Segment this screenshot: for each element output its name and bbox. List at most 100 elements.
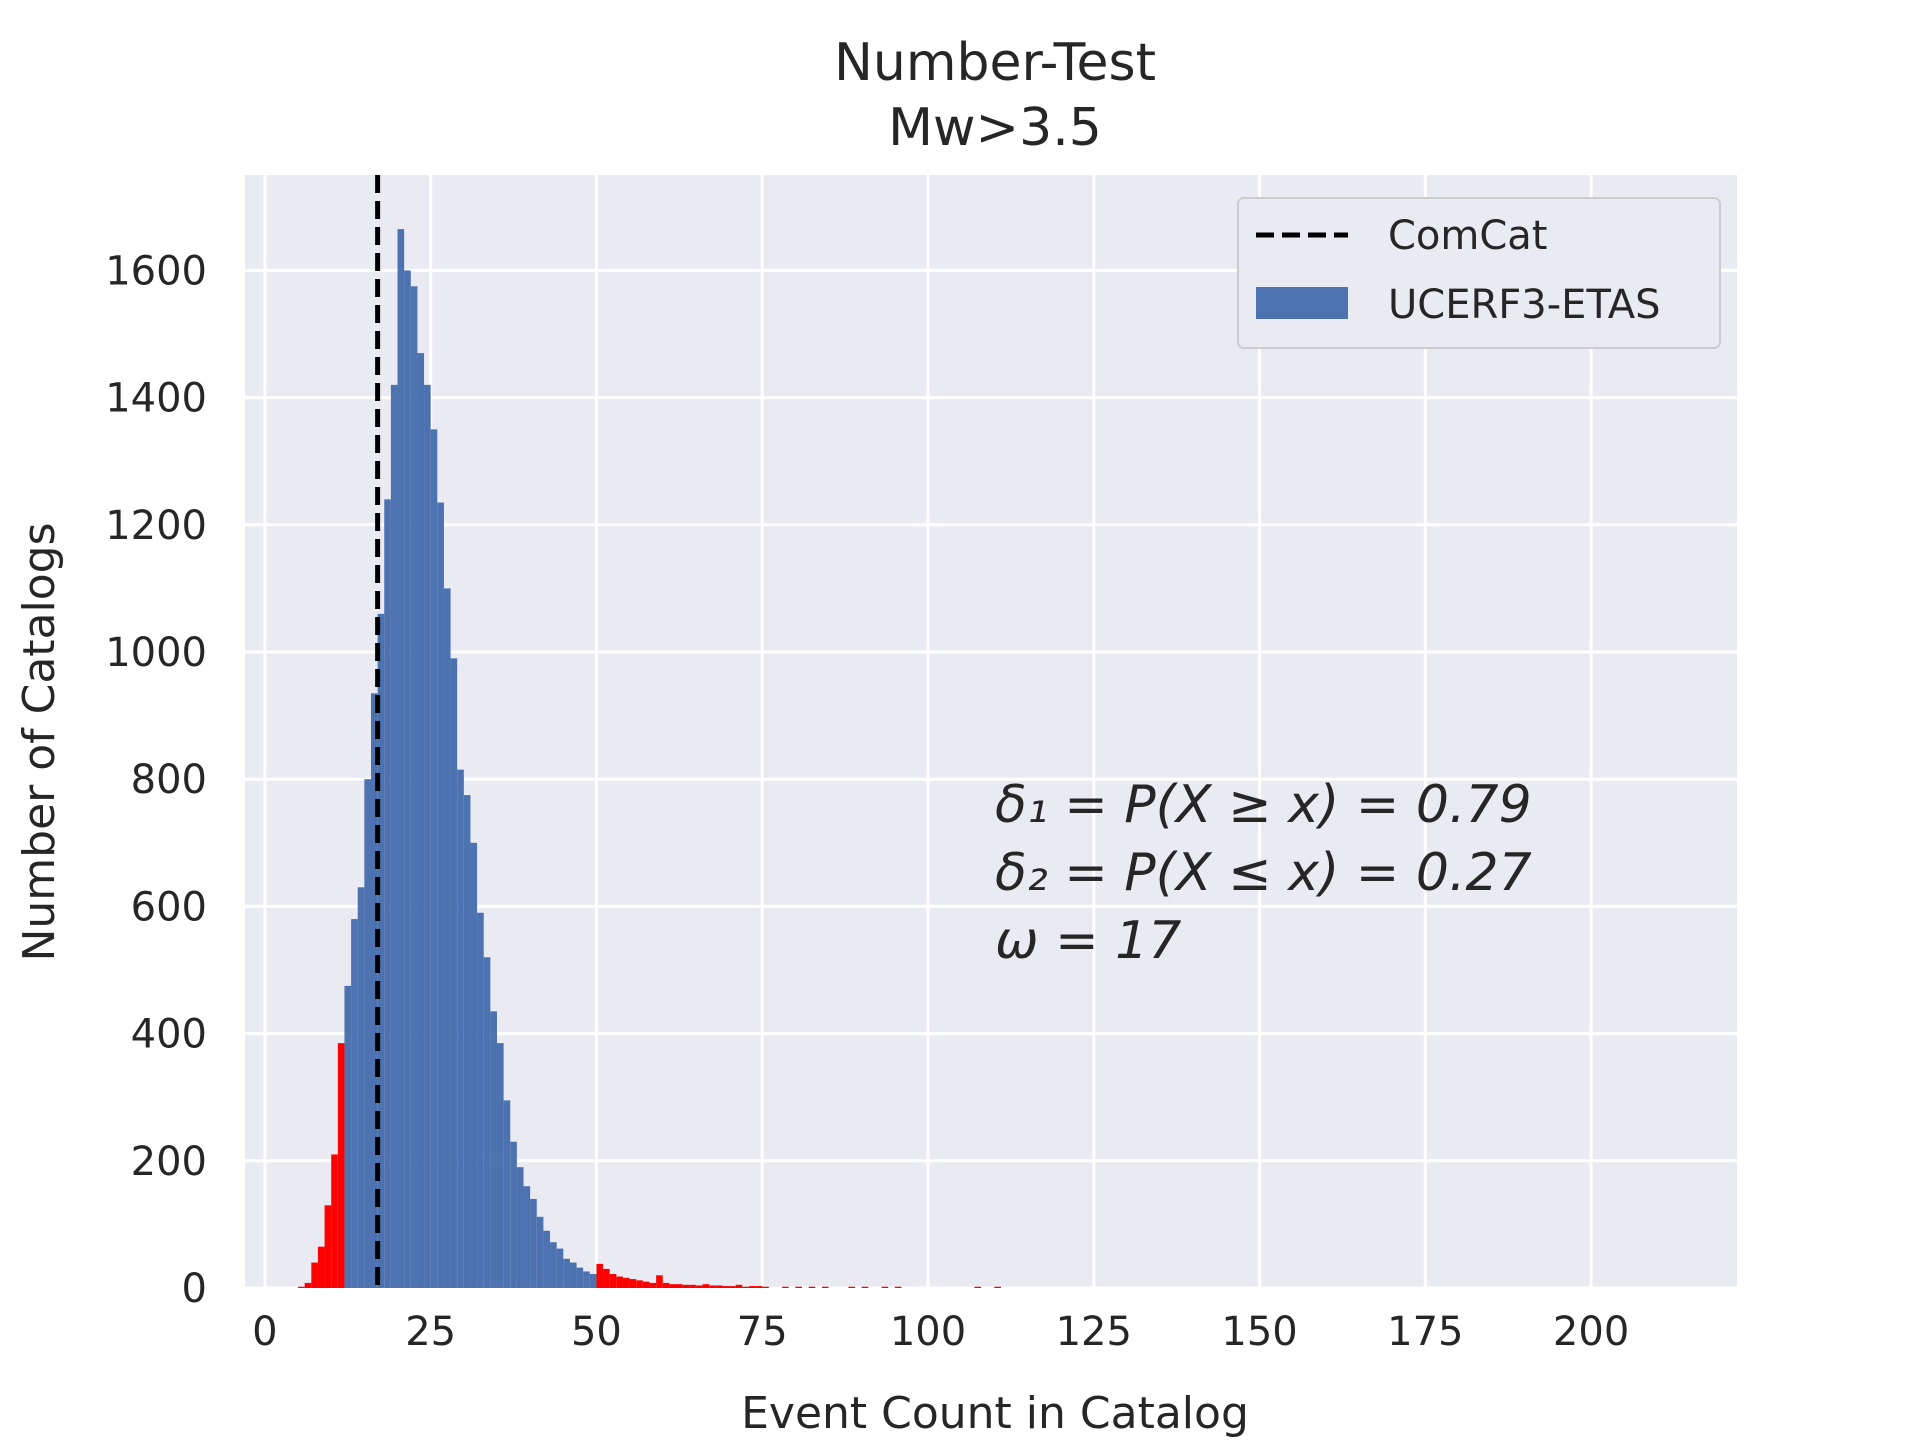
histogram-bar [357,887,365,1288]
histogram-bar [457,769,464,1288]
histogram-bar-tail [629,1279,637,1288]
chart-subtitle: Mw>3.5 [888,98,1102,158]
x-tick-label: 100 [890,1309,966,1355]
x-tick-label: 50 [571,1309,622,1355]
y-tick-label: 800 [131,757,207,803]
histogram-bar [351,919,358,1288]
histogram-bar-tail [782,1286,789,1288]
histogram-bar [344,985,352,1288]
histogram-bar-tail [689,1284,696,1288]
histogram-bar-tail [755,1286,763,1288]
histogram-bar-tail [649,1282,657,1288]
histogram-bar [563,1258,570,1288]
histogram-bar-tail [974,1286,982,1288]
histogram-bar-tail [881,1286,889,1288]
y-tick-label: 1600 [105,248,207,294]
histogram-bar [370,693,378,1288]
histogram-bars [298,229,1001,1289]
x-tick-label: 175 [1387,1309,1463,1355]
histogram-bar-tail [311,1262,318,1288]
y-tick-label: 1000 [105,630,207,676]
histogram-bar-tail [603,1268,610,1288]
histogram-bar-tail [682,1284,690,1288]
histogram-bar-tail [861,1286,869,1288]
histogram-bar [384,499,391,1288]
histogram-bar [490,1011,497,1288]
histogram-bar-tail [695,1285,703,1288]
histogram-bar-tail [762,1286,769,1288]
histogram-bar-tail [709,1285,716,1288]
histogram-bar [364,779,371,1288]
histogram-bar-tail [715,1285,723,1288]
histogram-bar-tail [662,1282,670,1288]
histogram-bar-tail [642,1281,650,1288]
histogram-bar-tail [324,1205,332,1288]
histogram-bar [536,1216,544,1288]
histogram-bar-tail [596,1263,604,1288]
histogram-bar-tail [636,1280,643,1288]
x-axis-ticks: 0 25 50 75 100 125 150 175 200 [252,1309,1629,1355]
histogram-bar-tail [616,1276,623,1288]
histogram-bar-tail [848,1286,856,1288]
histogram-bar [589,1274,597,1288]
histogram-bar [569,1262,577,1288]
test-statistics-annotation: δ₁ = P(X ≥ x) = 0.79 δ₂ = P(X ≤ x) = 0.2… [995,775,1532,971]
x-tick-label: 200 [1553,1309,1629,1355]
x-tick-label: 0 [252,1309,277,1355]
legend-ucerf3-swatch [1256,287,1348,319]
histogram-bar [516,1167,524,1288]
y-axis-ticks: 0 200 400 600 800 1000 1200 1400 1600 [105,248,207,1312]
histogram-bar [443,588,451,1288]
legend: ComCat UCERF3-ETAS [1237,197,1721,349]
histogram-bar-tail [622,1277,630,1288]
legend-ucerf3-label: UCERF3-ETAS [1388,282,1661,328]
histogram-bar [450,658,458,1288]
histogram-bar [437,502,444,1288]
histogram-bar-tail [298,1286,305,1288]
histogram-bar [556,1248,564,1288]
chart-title: Number-Test [834,33,1156,93]
grid-lines [245,175,1737,1290]
histogram-bar [404,270,411,1288]
y-axis-label: Number of Catalogs [14,522,65,961]
histogram-bar-tail [994,1286,1001,1288]
histogram-bar [424,384,431,1288]
histogram-bar-tail [317,1246,325,1288]
histogram-bar [390,384,398,1288]
histogram-bar [417,353,425,1289]
histogram-bar [377,613,385,1288]
x-axis-label: Event Count in Catalog [741,1388,1249,1439]
histogram-bar-tail [808,1286,816,1288]
x-tick-label: 125 [1056,1309,1132,1355]
legend-comcat-label: ComCat [1388,213,1548,259]
delta1-annotation: δ₁ = P(X ≥ x) = 0.79 [995,775,1532,835]
histogram-bar-tail [821,1286,829,1288]
y-tick-label: 600 [131,884,207,930]
histogram-bar [523,1186,531,1288]
histogram-bar-tail [894,1286,902,1288]
omega-annotation: ω = 17 [995,911,1181,971]
histogram-bar [463,795,471,1288]
histogram-bar-tail [656,1275,663,1288]
legend-box [1237,197,1721,349]
y-tick-label: 200 [131,1139,207,1185]
y-tick-label: 0 [182,1266,207,1312]
histogram-bar-tail [609,1274,617,1288]
histogram-bar [530,1198,537,1288]
histogram-bar [576,1267,584,1288]
histogram-bar-tail [337,1043,345,1288]
histogram-bar-tail [729,1286,736,1288]
histogram-bar [583,1271,590,1288]
histogram-bar-tail [748,1286,756,1288]
histogram-bar-tail [722,1286,730,1288]
histogram-bar [483,957,491,1288]
histogram-bar [510,1141,517,1288]
histogram-bar [503,1100,511,1288]
histogram-bar [543,1230,551,1288]
histogram-bar-tail [304,1282,312,1288]
histogram-bar [430,429,438,1288]
y-tick-label: 1200 [105,503,207,549]
histogram-bar [496,1043,504,1288]
x-tick-label: 25 [405,1309,456,1355]
